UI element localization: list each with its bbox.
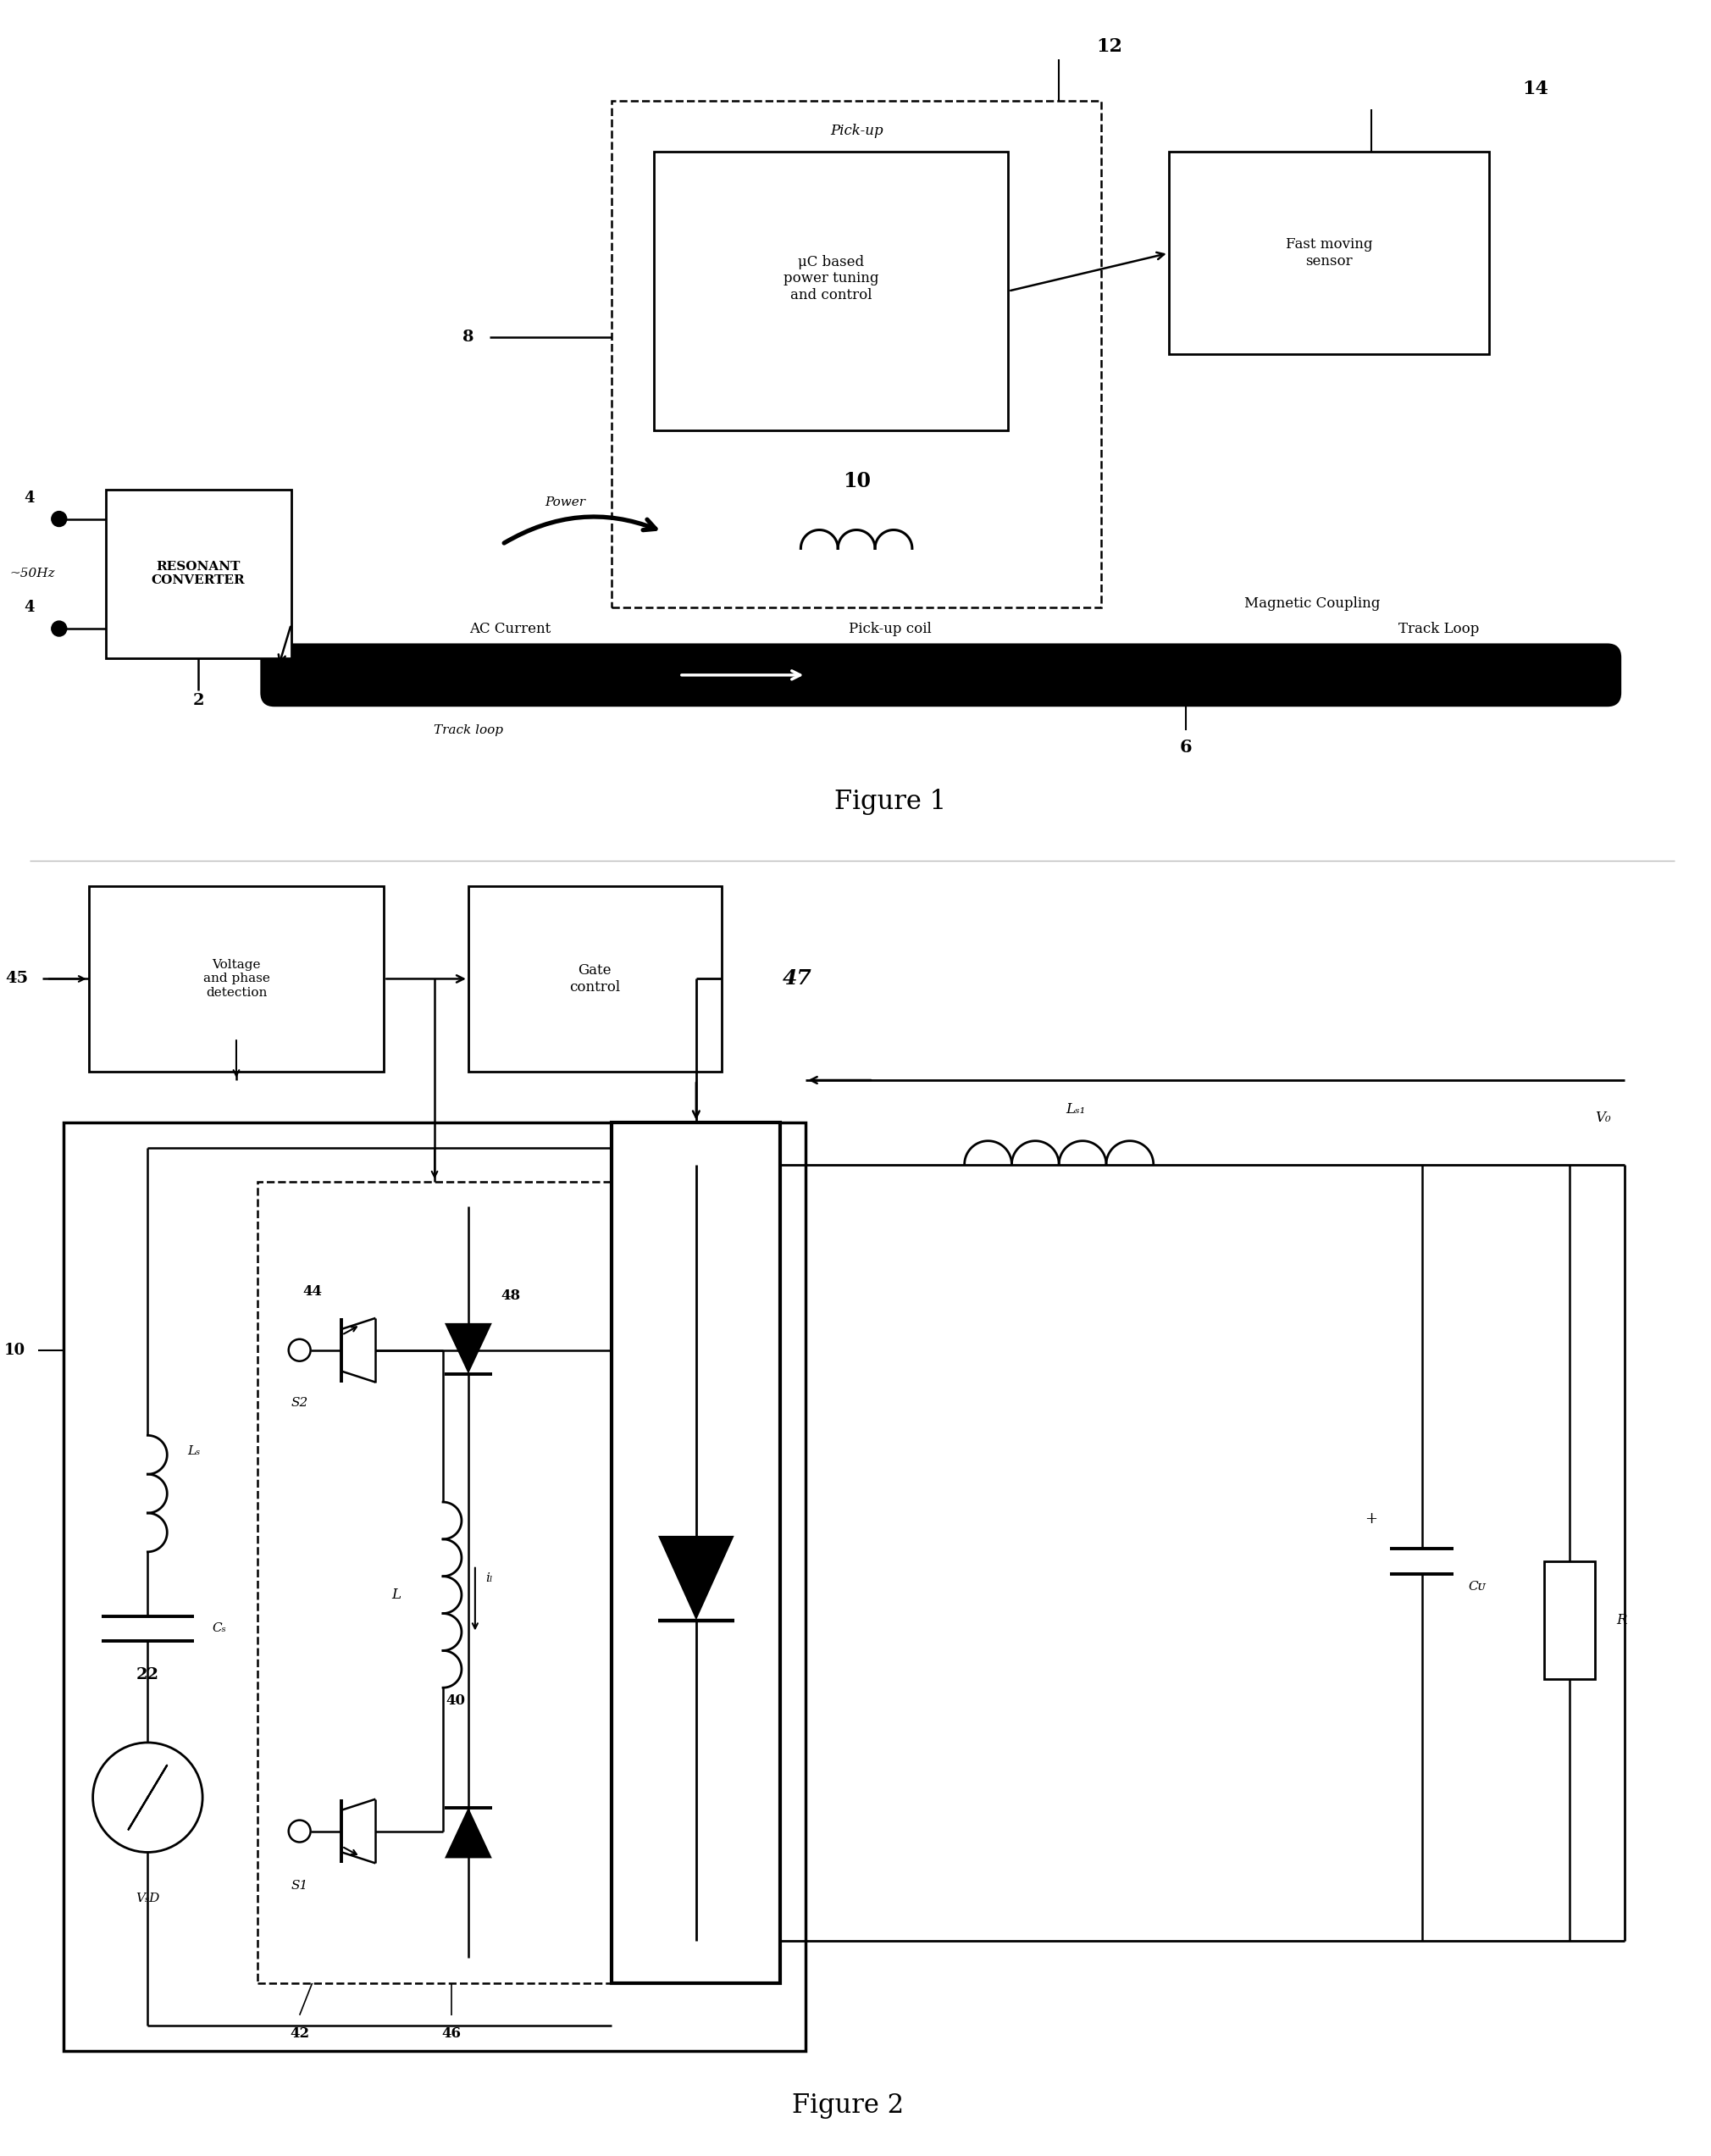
Bar bbox=[654, 151, 1008, 431]
Text: S1: S1 bbox=[291, 1880, 308, 1893]
Text: Magnetic Coupling: Magnetic Coupling bbox=[1244, 595, 1381, 610]
Bar bbox=[469, 886, 722, 1072]
Text: +: + bbox=[1365, 1511, 1377, 1526]
Text: RESONANT
CONVERTER: RESONANT CONVERTER bbox=[152, 561, 245, 586]
Text: Figure 2: Figure 2 bbox=[792, 2091, 903, 2119]
Text: Track loop: Track loop bbox=[433, 724, 503, 735]
Text: ~50Hz: ~50Hz bbox=[10, 567, 55, 580]
Text: R: R bbox=[1617, 1613, 1627, 1628]
Text: 40: 40 bbox=[447, 1692, 465, 1708]
Bar bbox=[106, 489, 291, 658]
Text: Lₛ: Lₛ bbox=[188, 1445, 200, 1457]
Text: S2: S2 bbox=[291, 1397, 308, 1408]
Text: 44: 44 bbox=[303, 1283, 322, 1298]
Polygon shape bbox=[445, 1324, 493, 1373]
Polygon shape bbox=[659, 1535, 734, 1619]
Text: 22: 22 bbox=[137, 1667, 159, 1682]
Text: 14: 14 bbox=[1523, 80, 1548, 97]
Text: 45: 45 bbox=[5, 970, 29, 987]
Text: 47: 47 bbox=[782, 968, 813, 990]
Text: AC Current: AC Current bbox=[471, 621, 551, 636]
Text: Pick-up: Pick-up bbox=[830, 123, 883, 138]
Text: 46: 46 bbox=[441, 2027, 462, 2042]
Polygon shape bbox=[445, 1807, 493, 1858]
Text: 6: 6 bbox=[1179, 737, 1193, 755]
Text: Voltage
and phase
detection: Voltage and phase detection bbox=[204, 959, 270, 998]
Bar bbox=[1169, 151, 1489, 354]
Text: 12: 12 bbox=[1097, 37, 1122, 56]
Text: μC based
power tuning
and control: μC based power tuning and control bbox=[784, 254, 879, 302]
FancyBboxPatch shape bbox=[262, 645, 1620, 705]
Bar bbox=[613, 101, 1102, 608]
Text: Track Loop: Track Loop bbox=[1398, 621, 1478, 636]
Circle shape bbox=[51, 511, 67, 526]
Text: V₀: V₀ bbox=[1595, 1110, 1612, 1125]
Text: 10: 10 bbox=[842, 470, 871, 492]
Bar bbox=[613, 1123, 780, 1984]
Circle shape bbox=[51, 621, 67, 636]
Bar bbox=[63, 1123, 806, 2050]
Text: Lₛ₁: Lₛ₁ bbox=[1066, 1102, 1086, 1117]
Text: iₗ: iₗ bbox=[486, 1572, 493, 1585]
Text: 2: 2 bbox=[193, 692, 204, 707]
Bar bbox=[1543, 1561, 1595, 1680]
Text: Fast moving
sensor: Fast moving sensor bbox=[1285, 237, 1372, 270]
Text: 8: 8 bbox=[462, 330, 474, 345]
Text: L: L bbox=[392, 1587, 402, 1602]
Text: 10: 10 bbox=[3, 1343, 26, 1358]
Text: Power: Power bbox=[546, 496, 585, 509]
Text: 4: 4 bbox=[24, 599, 34, 614]
Text: VₛD: VₛD bbox=[135, 1893, 159, 1904]
Text: Cᴜ: Cᴜ bbox=[1468, 1580, 1485, 1593]
Bar bbox=[89, 886, 383, 1072]
Bar bbox=[257, 1181, 613, 1984]
Text: Cₛ: Cₛ bbox=[212, 1623, 226, 1634]
Text: 4: 4 bbox=[24, 489, 34, 505]
Text: 48: 48 bbox=[501, 1287, 520, 1302]
Text: Pick-up coil: Pick-up coil bbox=[849, 621, 931, 636]
Text: Figure 1: Figure 1 bbox=[835, 789, 946, 815]
Text: 42: 42 bbox=[289, 2027, 310, 2042]
Text: Gate
control: Gate control bbox=[570, 964, 621, 994]
